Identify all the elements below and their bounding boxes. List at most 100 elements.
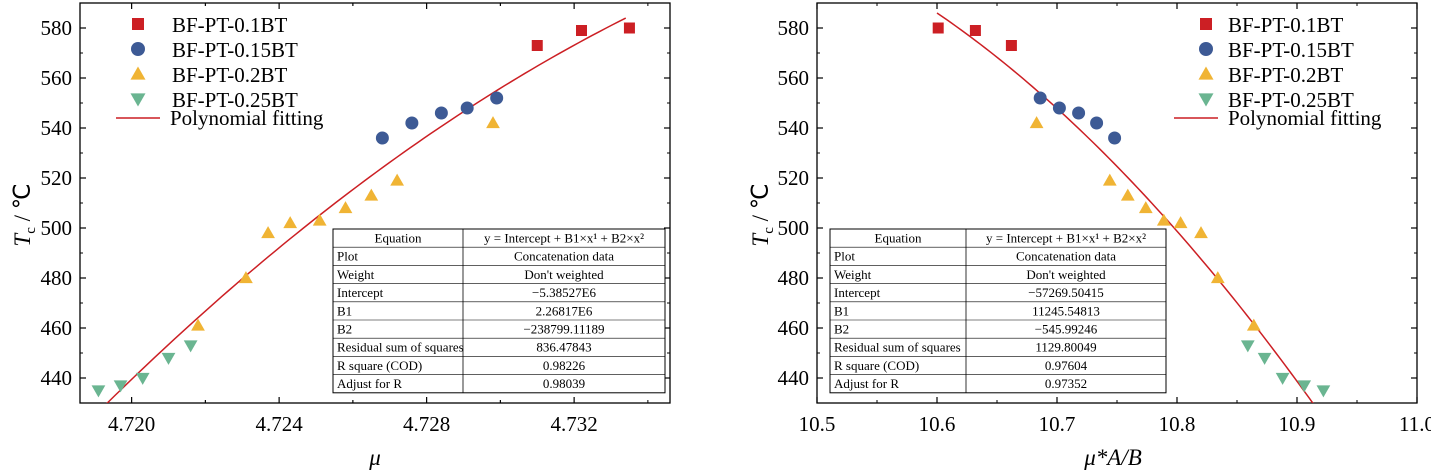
- data-point-triangle-up: [1246, 318, 1261, 331]
- data-point-triangle-up: [1210, 271, 1225, 284]
- data-point-triangle-up: [364, 188, 379, 201]
- series-BF-PT-0.15BT: [1033, 91, 1122, 145]
- y-axis-label: Tc / ℃: [748, 183, 777, 246]
- data-point-triangle-up: [1102, 173, 1117, 186]
- table-cell-value: 0.98039: [543, 376, 585, 391]
- data-point-triangle-up: [1138, 201, 1153, 214]
- table-cell-value: Don't weighted: [524, 267, 604, 282]
- table-cell-value: Don't weighted: [1026, 267, 1106, 282]
- legend-label: BF-PT-0.2BT: [172, 63, 288, 87]
- x-tick-label: 11.0: [1399, 412, 1431, 436]
- y-tick-label: 440: [778, 366, 810, 390]
- table-cell-value: 2.26817E6: [536, 303, 593, 318]
- y-tick-label: 480: [778, 266, 810, 290]
- legend-marker-triangle-up: [1198, 66, 1214, 80]
- legend-marker-square: [1200, 18, 1212, 30]
- legend-label: BF-PT-0.25BT: [1228, 88, 1354, 112]
- series-BF-PT-0.1BT: [932, 22, 1017, 51]
- legend-marker-circle: [131, 42, 145, 56]
- data-point-triangle-down: [1240, 340, 1255, 353]
- y-axis-label-unit: / ℃: [10, 183, 35, 227]
- data-point-triangle-up: [1029, 116, 1044, 129]
- chart-panel-1: 440 460 480 500 520 540 560 580 4.720 4.724 4.728 4…: [10, 2, 671, 470]
- data-point-circle: [405, 116, 419, 130]
- x-tick-label: 10.8: [1159, 412, 1196, 436]
- legend-marker-square: [132, 18, 144, 30]
- data-point-square: [531, 40, 543, 51]
- table-cell-label: Intercept: [337, 285, 384, 300]
- data-point-circle: [460, 101, 474, 115]
- y-tick-label: 460: [778, 316, 810, 340]
- y-tick-label: 540: [778, 116, 810, 140]
- data-point-square: [932, 22, 944, 34]
- y-axis-label-subscript: c: [23, 227, 39, 234]
- x-tick-label: 10.7: [1039, 412, 1076, 436]
- data-point-triangle-up: [338, 201, 353, 214]
- x-tick-label: 4.720: [108, 412, 155, 436]
- data-point-triangle-up: [191, 318, 205, 331]
- data-point-triangle-up: [486, 116, 500, 129]
- x-tick-label: 4.728: [403, 412, 450, 436]
- table-cell-label: Weight: [834, 267, 872, 282]
- data-point-triangle-down: [113, 380, 128, 393]
- x-tick-label: 10.9: [1279, 412, 1316, 436]
- data-point-circle: [1108, 131, 1122, 145]
- y-tick-label: 580: [778, 16, 810, 40]
- table-cell-label: Weight: [337, 267, 375, 282]
- y-tick-label: 500: [41, 216, 73, 240]
- y-axis-label-unit: / ℃: [748, 183, 773, 227]
- table-cell-label: B2: [834, 322, 849, 337]
- y-axis-label-subscript: c: [761, 227, 777, 234]
- data-point-triangle-down: [183, 340, 198, 353]
- data-point-circle: [1033, 91, 1047, 105]
- legend-label: BF-PT-0.1BT: [1228, 13, 1344, 37]
- table-cell-value: −5.38527E6: [532, 285, 597, 300]
- table-cell-value: 0.97604: [1045, 358, 1088, 373]
- series-BF-PT-0.2BT: [191, 116, 500, 331]
- data-point-triangle-up: [390, 173, 404, 186]
- data-point-triangle-up: [283, 216, 298, 229]
- y-tick-label: 540: [41, 116, 73, 140]
- data-point-triangle-up: [1194, 226, 1208, 239]
- table-border: [332, 228, 666, 394]
- table-cell-label: B2: [337, 322, 352, 337]
- table-cell-label: B1: [337, 303, 352, 318]
- data-layer: [91, 17, 635, 403]
- y-tick-label: 460: [41, 316, 73, 340]
- data-point-circle: [1090, 116, 1104, 130]
- series-BF-PT-0.15BT: [375, 91, 504, 145]
- data-point-triangle-up: [261, 226, 275, 239]
- y-tick-label: 440: [41, 366, 73, 390]
- stats-table: Equation y = Intercept + B1×x¹ + B2×x² Plo…: [332, 228, 666, 394]
- table-cell-label: Adjust for R: [337, 376, 402, 391]
- data-point-square: [1005, 40, 1017, 51]
- legend-label: BF-PT-0.15BT: [1228, 38, 1354, 62]
- data-point-circle: [1052, 101, 1066, 115]
- legend: BF-PT-0.1BTBF-PT-0.15BTBF-PT-0.2BTBF-PT-…: [1174, 13, 1382, 130]
- table-header-cell: y = Intercept + B1×x¹ + B2×x²: [986, 231, 1146, 246]
- data-point-triangle-up: [1173, 216, 1188, 229]
- table-cell-value: −57269.50415: [1028, 285, 1104, 300]
- data-point-triangle-down: [1297, 380, 1312, 393]
- table-cell-value: −238799.11189: [523, 322, 604, 337]
- y-axis-label-symbol: T: [10, 232, 35, 247]
- x-axis-label: μ*A/B: [1083, 445, 1142, 470]
- legend-label-fit: Polynomial fitting: [170, 106, 324, 130]
- legend-label: BF-PT-0.25BT: [172, 88, 298, 112]
- series-BF-PT-0.1BT: [531, 22, 635, 51]
- y-tick-label: 520: [41, 166, 73, 190]
- legend-marker-triangle-down: [130, 93, 146, 107]
- table-cell-label: Residual sum of squares: [834, 340, 961, 355]
- table-cell-value: Concatenation data: [1016, 249, 1116, 264]
- y-tick-label: 520: [778, 166, 810, 190]
- y-axis-label: Tc / ℃: [10, 183, 39, 246]
- y-tick-label: 560: [41, 66, 73, 90]
- table-cell-value: 836.47843: [536, 340, 591, 355]
- table-cell-label: B1: [834, 303, 849, 318]
- data-point-triangle-down: [1316, 385, 1331, 398]
- legend-marker-circle: [1199, 42, 1213, 56]
- y-axis-label-symbol: T: [748, 232, 773, 247]
- table-border: [829, 228, 1167, 394]
- table-header-cell: y = Intercept + B1×x¹ + B2×x²: [484, 231, 644, 246]
